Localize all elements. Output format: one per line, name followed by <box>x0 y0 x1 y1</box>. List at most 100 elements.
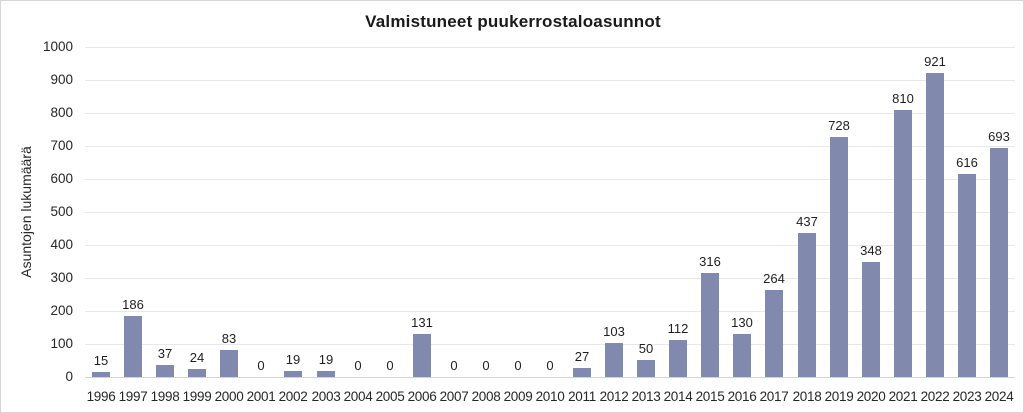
data-label-2022: 921 <box>924 54 946 69</box>
x-tick-label-2016: 2016 <box>727 389 757 404</box>
data-label-1997: 186 <box>122 297 144 312</box>
x-tick-label-2021: 2021 <box>888 389 918 404</box>
data-label-2004: 0 <box>354 358 362 373</box>
data-label-2013: 50 <box>638 341 654 356</box>
data-label-2002: 19 <box>285 352 301 367</box>
bar-2013 <box>637 360 655 377</box>
data-label-2021: 810 <box>892 91 914 106</box>
gridline <box>85 277 1015 279</box>
bar-2000 <box>220 350 238 377</box>
x-tick-label-1999: 1999 <box>182 389 212 404</box>
x-tick-label-2024: 2024 <box>984 389 1014 404</box>
y-tick-label: 400 <box>50 237 73 252</box>
x-tick-label-2009: 2009 <box>503 389 533 404</box>
x-tick-label-2011: 2011 <box>568 389 596 404</box>
bar-2020 <box>862 262 880 377</box>
x-tick-label-2023: 2023 <box>952 389 982 404</box>
data-label-2000: 83 <box>221 331 237 346</box>
data-label-2006: 131 <box>411 315 433 330</box>
bar-1999 <box>188 369 206 377</box>
bar-2002 <box>284 371 302 377</box>
data-label-2016: 130 <box>731 315 753 330</box>
x-tick-label-2013: 2013 <box>631 389 661 404</box>
gridline <box>85 46 1015 48</box>
x-tick-label-2002: 2002 <box>278 389 308 404</box>
x-tick-label-2022: 2022 <box>920 389 950 404</box>
y-tick-label: 700 <box>50 138 73 153</box>
data-label-2014: 112 <box>667 321 689 336</box>
bar-2014 <box>669 340 687 377</box>
bar-2011 <box>573 368 591 377</box>
x-tick-label-2004: 2004 <box>343 389 373 404</box>
y-tick-label: 900 <box>50 72 73 87</box>
bar-1996 <box>92 372 110 377</box>
gridline <box>85 310 1015 312</box>
y-tick-label: 100 <box>50 336 73 351</box>
data-label-2003: 19 <box>318 352 334 367</box>
data-label-2023: 616 <box>956 155 978 170</box>
x-tick-label-2003: 2003 <box>311 389 341 404</box>
gridline <box>85 112 1015 114</box>
y-tick-label: 800 <box>50 105 73 120</box>
x-tick-label-2006: 2006 <box>407 389 437 404</box>
y-tick-label: 600 <box>50 171 73 186</box>
gridline <box>85 79 1015 81</box>
bar-2019 <box>830 137 848 377</box>
bar-2018 <box>798 233 816 377</box>
data-label-2020: 348 <box>860 243 882 258</box>
gridline <box>85 211 1015 213</box>
data-label-2015: 316 <box>699 254 721 269</box>
bar-2017 <box>765 290 783 377</box>
x-tick-label-2015: 2015 <box>695 389 725 404</box>
y-tick-label: 0 <box>65 369 73 384</box>
data-label-2009: 0 <box>514 358 522 373</box>
data-label-2005: 0 <box>386 358 394 373</box>
data-label-2007: 0 <box>450 358 458 373</box>
x-tick-label-2012: 2012 <box>599 389 629 404</box>
data-label-2011: 27 <box>574 349 590 364</box>
bar-2012 <box>605 343 623 377</box>
x-tick-label-2010: 2010 <box>535 389 565 404</box>
y-tick-label: 500 <box>50 204 73 219</box>
bar-2023 <box>958 174 976 377</box>
bar-2024 <box>990 148 1008 377</box>
bar-2022 <box>926 73 944 377</box>
data-label-1998: 37 <box>157 346 173 361</box>
x-tick-label-2018: 2018 <box>792 389 822 404</box>
x-tick-label-2007: 2007 <box>439 389 469 404</box>
y-tick-label: 300 <box>50 270 73 285</box>
bar-2016 <box>733 334 751 377</box>
x-tick-label-2001: 2001 <box>246 389 276 404</box>
data-label-2017: 264 <box>763 271 785 286</box>
x-tick-label-1997: 1997 <box>118 389 148 404</box>
gridline <box>85 178 1015 180</box>
x-axis-line <box>85 376 1015 378</box>
x-tick-label-1996: 1996 <box>86 389 116 404</box>
bar-2003 <box>317 371 335 377</box>
gridline <box>85 343 1015 345</box>
x-tick-label-2020: 2020 <box>856 389 886 404</box>
data-label-2024: 693 <box>988 129 1010 144</box>
x-tick-label-2005: 2005 <box>375 389 405 404</box>
x-tick-label-1998: 1998 <box>150 389 180 404</box>
x-tick-label-2008: 2008 <box>471 389 501 404</box>
y-tick-label: 1000 <box>42 39 73 54</box>
x-tick-label-2017: 2017 <box>759 389 789 404</box>
plot-area <box>85 46 1015 378</box>
gridline <box>85 244 1015 246</box>
y-tick-label: 200 <box>50 303 73 318</box>
chart-title: Valmistuneet puukerrostaloasunnot <box>365 12 661 31</box>
bar-1998 <box>156 365 174 377</box>
data-label-2019: 728 <box>828 118 850 133</box>
data-label-1996: 15 <box>93 353 109 368</box>
bar-2021 <box>894 110 912 377</box>
data-label-1999: 24 <box>189 350 205 365</box>
data-label-2010: 0 <box>546 358 554 373</box>
bar-1997 <box>124 316 142 377</box>
bar-2015 <box>701 273 719 377</box>
x-tick-label-2000: 2000 <box>214 389 244 404</box>
data-label-2001: 0 <box>257 358 265 373</box>
bar-2006 <box>413 334 431 377</box>
gridline <box>85 145 1015 147</box>
